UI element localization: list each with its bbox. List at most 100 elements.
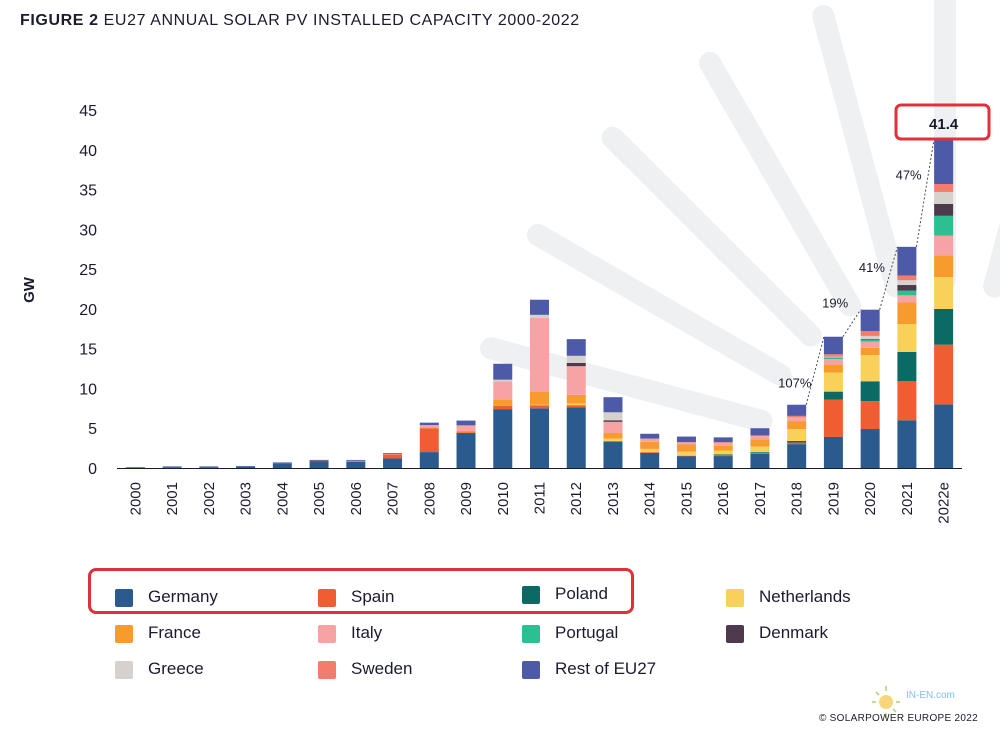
bar-segment-italy	[934, 236, 953, 256]
y-tick-label: 0	[88, 461, 97, 478]
y-tick-label: 10	[79, 381, 97, 398]
bar-segment-poland	[824, 392, 843, 400]
bar-segment-rest-of-eu27	[273, 462, 292, 463]
bar-segment-sweden	[861, 331, 880, 336]
x-tick-label: 2021	[899, 482, 916, 515]
bar-segment-poland	[897, 352, 916, 381]
bar-segment-rest-of-eu27	[163, 466, 182, 467]
bar-segment-germany	[897, 420, 916, 468]
bar-segment-netherlands	[714, 450, 733, 454]
x-tick-label: 2014	[642, 482, 659, 515]
bar-segment-poland	[750, 452, 769, 453]
bar-segment-netherlands	[640, 449, 659, 452]
bar-segment-france	[934, 256, 953, 277]
bar-segment-germany	[199, 467, 218, 468]
bar-segment-rest-of-eu27	[824, 337, 843, 355]
x-tick-label: 2003	[238, 482, 255, 515]
growth-label: 41%	[859, 260, 885, 275]
x-tick-label: 2019	[825, 482, 842, 515]
bar-segment-germany	[861, 429, 880, 468]
bar-segment-france	[677, 445, 696, 452]
legend-swatch	[318, 625, 336, 643]
bar-segment-portugal	[861, 340, 880, 342]
bar-segment-germany	[934, 404, 953, 468]
bar-segment-greece	[934, 192, 953, 204]
bar-segment-netherlands	[677, 452, 696, 456]
bar-segment-denmark	[567, 363, 586, 366]
bar-segment-italy	[530, 318, 549, 392]
bar-segment-rest-of-eu27	[567, 339, 586, 356]
bar-segment-germany	[603, 442, 622, 468]
x-tick-label: 2005	[311, 482, 328, 515]
bar-segment-spain	[310, 461, 329, 462]
legend-swatch	[522, 625, 540, 643]
x-tick-label: 2010	[495, 482, 512, 515]
bar-segment-rest-of-eu27	[861, 310, 880, 331]
bar-segment-sweden	[787, 416, 806, 418]
x-tick-label: 2017	[752, 482, 769, 515]
bar-segment-spain	[567, 405, 586, 407]
bar-segment-italy	[493, 381, 512, 399]
x-tick-label: 2004	[274, 482, 291, 515]
bar-segment-rest-of-eu27	[934, 139, 953, 184]
growth-label: 107%	[778, 376, 812, 391]
bar-segment-greece	[861, 336, 880, 339]
y-tick-label: 40	[79, 143, 97, 160]
y-tick-label: 15	[79, 342, 97, 359]
bar-segment-germany	[273, 463, 292, 468]
bar-segment-spain	[934, 345, 953, 405]
y-tick-label: 35	[79, 183, 97, 200]
legend-swatch	[115, 589, 133, 607]
x-tick-label: 2011	[532, 482, 549, 514]
bar-segment-germany	[530, 408, 549, 468]
bar-segment-rest-of-eu27	[420, 423, 439, 425]
legend-label: Denmark	[759, 623, 828, 643]
bar-segment-sweden	[750, 435, 769, 436]
bar-segment-greece	[603, 412, 622, 420]
bar-segment-poland	[861, 381, 880, 401]
legend-swatch	[726, 589, 744, 607]
bar-segment-germany	[787, 444, 806, 468]
legend-label: Italy	[351, 623, 382, 643]
bar-segment-poland	[787, 441, 806, 443]
bar-segment-spain	[640, 452, 659, 453]
bar-segment-france	[861, 348, 880, 355]
bar-segment-france	[567, 395, 586, 404]
legend-label: Portugal	[555, 623, 618, 643]
legend-label: France	[148, 623, 201, 643]
bar-segment-denmark	[603, 420, 622, 422]
bar-segment-spain	[530, 405, 549, 408]
bar-segment-france	[493, 400, 512, 406]
bar-segment-spain	[750, 453, 769, 454]
bar-segment-spain	[457, 433, 476, 434]
legend-swatch	[115, 661, 133, 679]
bar-segment-rest-of-eu27	[603, 397, 622, 412]
bar-segment-netherlands	[861, 355, 880, 381]
bar-segment-italy	[897, 295, 916, 302]
bar-segment-portugal	[824, 357, 843, 359]
bar-segment-germany	[640, 453, 659, 468]
legend-label: Greece	[148, 659, 204, 679]
bar-segment-greece	[530, 315, 549, 318]
bar-segment-italy	[824, 359, 843, 365]
x-tick-label: 2007	[385, 482, 402, 515]
y-axis: 051015202530354045GW	[21, 103, 97, 478]
bar-segment-rest-of-eu27	[787, 405, 806, 416]
bar-segment-rest-of-eu27	[236, 466, 255, 467]
bar-segment-netherlands	[934, 277, 953, 309]
bar-segment-sweden	[714, 442, 733, 443]
legend-swatch	[522, 661, 540, 679]
bar-segment-france	[824, 365, 843, 373]
bar-segment-germany	[493, 409, 512, 468]
bar-segment-germany	[824, 437, 843, 468]
bar-segment-germany	[163, 467, 182, 468]
bar-segment-portugal	[897, 291, 916, 296]
x-tick-label: 2013	[605, 482, 622, 515]
legend-label: Spain	[351, 587, 394, 607]
bar-segment-italy	[567, 366, 586, 395]
legend-label: Netherlands	[759, 587, 851, 607]
bar-segment-greece	[493, 380, 512, 382]
bar-segment-poland	[714, 454, 733, 455]
bar-segment-netherlands	[750, 447, 769, 453]
